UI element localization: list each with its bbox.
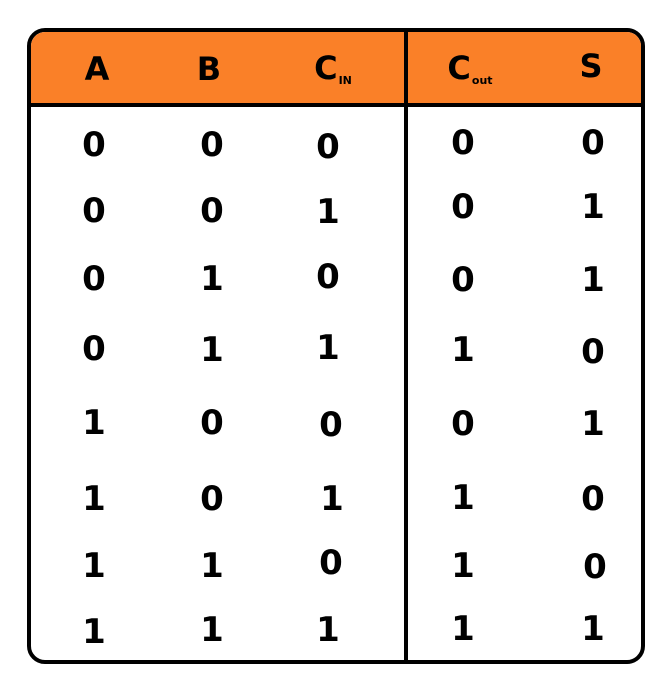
cell-r6-cin: 0 bbox=[319, 543, 343, 583]
cell-r2-a: 0 bbox=[82, 259, 106, 299]
header-s: S bbox=[579, 47, 603, 85]
cell-r1-cin: 1 bbox=[316, 192, 340, 232]
cell-r5-s: 0 bbox=[581, 479, 605, 519]
cell-r2-cout: 0 bbox=[451, 260, 475, 300]
cell-r0-b: 0 bbox=[200, 125, 224, 165]
cell-r3-cin: 1 bbox=[316, 328, 340, 368]
cell-r4-a: 1 bbox=[82, 403, 106, 443]
header-row bbox=[31, 32, 641, 107]
cell-r4-s: 1 bbox=[581, 404, 605, 444]
cell-r6-a: 1 bbox=[82, 546, 106, 586]
cell-r4-b: 0 bbox=[200, 403, 224, 443]
cell-r0-cout: 0 bbox=[451, 123, 475, 163]
header-b: B bbox=[196, 50, 222, 88]
cell-r4-cin: 0 bbox=[319, 405, 343, 445]
cell-r5-b: 0 bbox=[200, 479, 224, 519]
cell-r3-b: 1 bbox=[200, 330, 224, 370]
cell-r0-s: 0 bbox=[581, 123, 605, 163]
cell-r6-cout: 1 bbox=[451, 546, 475, 586]
input-output-divider bbox=[404, 32, 408, 660]
header-cin-main: C bbox=[314, 49, 338, 87]
cell-r7-cout: 1 bbox=[451, 609, 475, 649]
cell-r1-cout: 0 bbox=[451, 187, 475, 227]
truth-table: A B CIN Cout S 0 0 0 0 0 0 0 1 0 1 0 1 0… bbox=[27, 28, 645, 664]
cell-r5-cin: 1 bbox=[320, 479, 344, 519]
cell-r1-a: 0 bbox=[82, 191, 106, 231]
cell-r2-cin: 0 bbox=[316, 257, 340, 297]
header-cout: Cout bbox=[447, 52, 492, 86]
cell-r3-s: 0 bbox=[581, 332, 605, 372]
cell-r3-a: 0 bbox=[82, 329, 106, 369]
cell-r7-a: 1 bbox=[82, 612, 106, 652]
header-a: A bbox=[84, 50, 110, 88]
cell-r6-s: 0 bbox=[583, 547, 607, 587]
cell-r6-b: 1 bbox=[200, 546, 224, 586]
header-cout-main: C bbox=[447, 49, 471, 87]
cell-r3-cout: 1 bbox=[451, 330, 475, 370]
header-cin-sub: IN bbox=[338, 74, 352, 87]
cell-r0-cin: 0 bbox=[316, 127, 340, 167]
cell-r2-s: 1 bbox=[581, 260, 605, 300]
header-cin: CIN bbox=[314, 52, 352, 86]
cell-r2-b: 1 bbox=[200, 259, 224, 299]
cell-r7-b: 1 bbox=[200, 610, 224, 650]
cell-r5-a: 1 bbox=[82, 479, 106, 519]
cell-r5-cout: 1 bbox=[451, 478, 475, 518]
cell-r1-s: 1 bbox=[581, 187, 605, 227]
cell-r1-b: 0 bbox=[200, 191, 224, 231]
cell-r7-cin: 1 bbox=[316, 610, 340, 650]
cell-r0-a: 0 bbox=[82, 125, 106, 165]
header-cout-sub: out bbox=[471, 74, 493, 87]
cell-r7-s: 1 bbox=[581, 609, 605, 649]
cell-r4-cout: 0 bbox=[451, 404, 475, 444]
